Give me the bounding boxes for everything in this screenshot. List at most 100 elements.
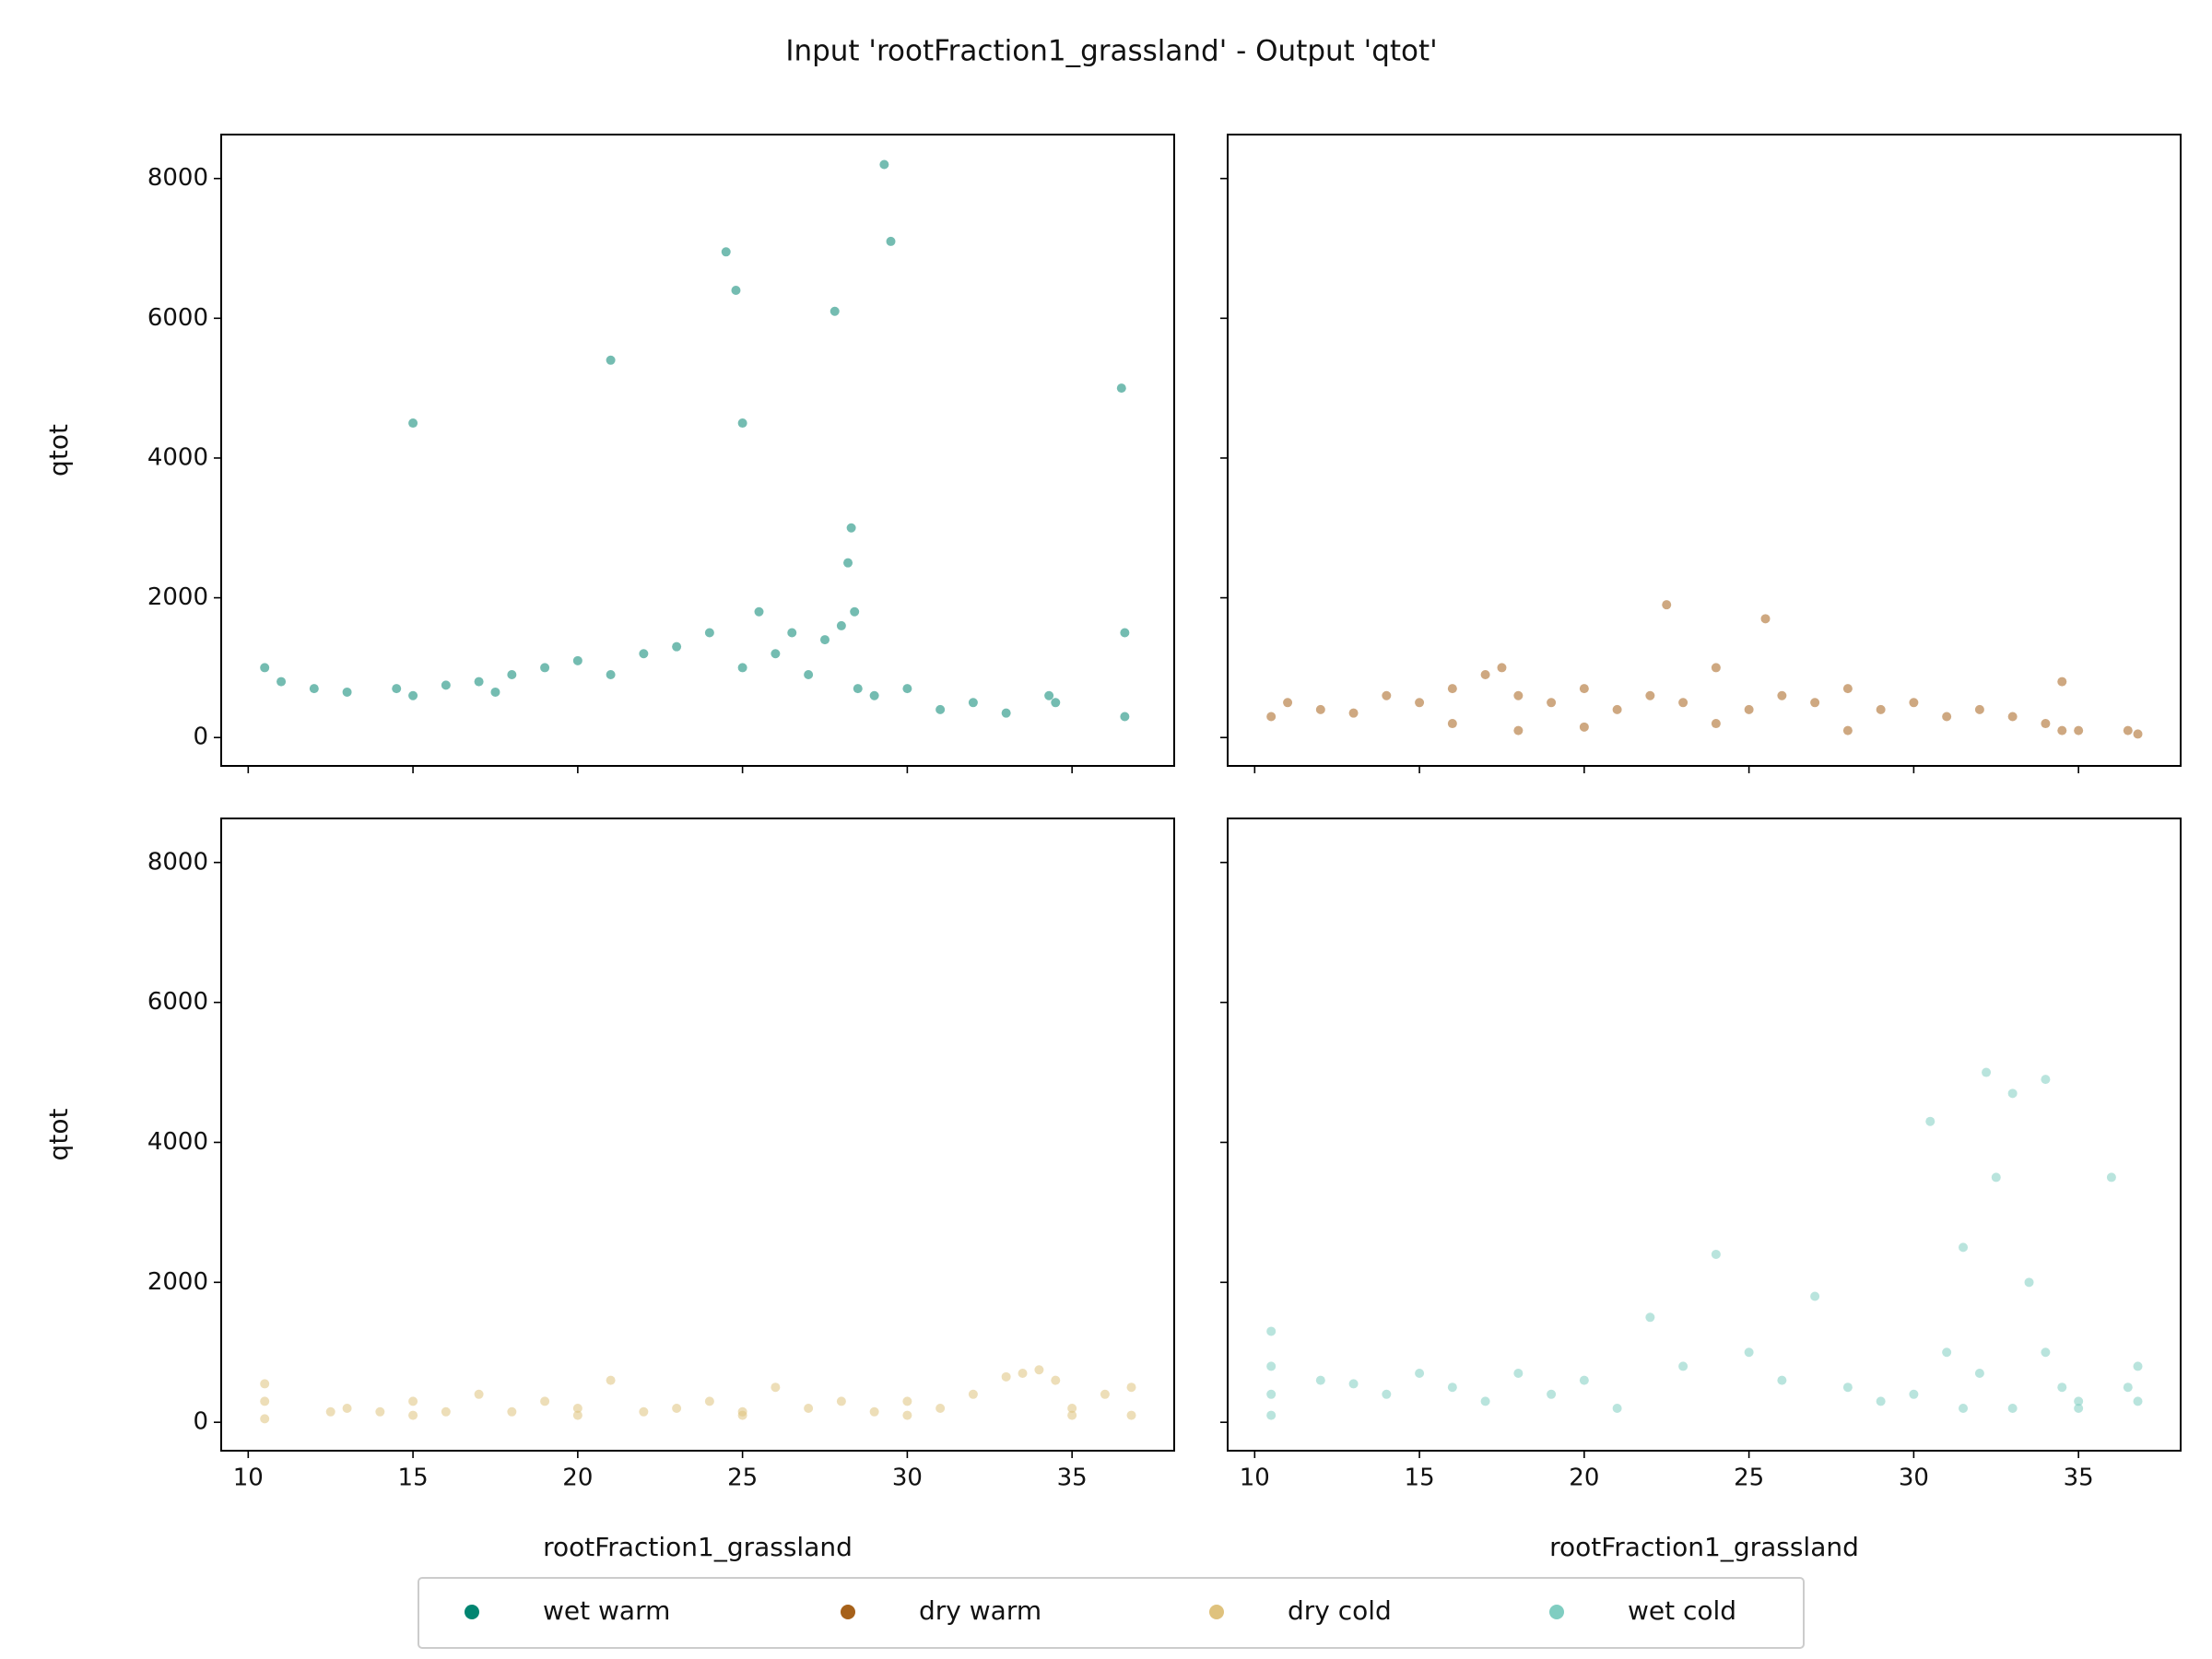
data-point — [1974, 1369, 1984, 1379]
data-point — [2057, 725, 2067, 735]
data-point — [672, 641, 682, 652]
data-point — [886, 236, 896, 246]
data-point — [846, 523, 856, 533]
data-point — [771, 649, 781, 659]
data-point — [507, 1406, 517, 1417]
data-point — [1120, 628, 1130, 638]
data-point — [1348, 1379, 1359, 1389]
legend-label: dry cold — [1288, 1595, 1392, 1626]
data-point — [2133, 1396, 2143, 1406]
data-point — [1497, 663, 1507, 673]
data-point — [1711, 1249, 1721, 1259]
data-point — [1051, 698, 1061, 708]
y-tick-label: 6000 — [147, 988, 208, 1016]
data-point — [1876, 1396, 1886, 1406]
data-point — [737, 1410, 747, 1420]
data-point — [1711, 719, 1721, 729]
data-point — [2007, 712, 2018, 722]
data-point — [2123, 725, 2133, 735]
data-point — [836, 1396, 846, 1406]
data-point — [672, 1403, 682, 1413]
axes-frame — [220, 818, 1175, 1452]
data-point — [1266, 1389, 1277, 1399]
data-point — [2074, 1403, 2084, 1413]
data-point — [342, 687, 352, 697]
x-tick-label: 15 — [1405, 1465, 1435, 1492]
data-point — [721, 247, 731, 257]
data-point — [507, 669, 517, 679]
data-point — [879, 159, 889, 170]
data-point — [2041, 1075, 2051, 1085]
x-tick-label: 25 — [1734, 1465, 1764, 1492]
data-point — [441, 1406, 451, 1417]
data-point — [1034, 1365, 1044, 1375]
data-point — [968, 698, 978, 708]
data-point — [1842, 725, 1853, 735]
data-point — [737, 663, 747, 673]
x-tick-label: 15 — [398, 1465, 429, 1492]
data-point — [2057, 677, 2067, 687]
y-tick-label: 4000 — [147, 443, 208, 471]
legend-label: dry warm — [919, 1595, 1041, 1626]
y-tick-label: 0 — [193, 1408, 208, 1436]
data-point — [869, 690, 879, 700]
data-point — [853, 684, 863, 694]
data-point — [804, 669, 814, 679]
data-point — [1513, 1369, 1524, 1379]
y-tick-label: 4000 — [147, 1128, 208, 1156]
data-point — [820, 635, 830, 645]
legend-marker — [1209, 1605, 1224, 1619]
data-point — [968, 1389, 978, 1399]
data-point — [325, 1406, 335, 1417]
data-point — [1547, 1389, 1557, 1399]
data-point — [260, 663, 270, 673]
data-point — [1777, 690, 1787, 700]
data-point — [375, 1406, 385, 1417]
data-point — [474, 677, 484, 687]
legend-marker — [465, 1605, 479, 1619]
data-point — [1662, 600, 1672, 610]
data-point — [392, 684, 402, 694]
data-point — [902, 1396, 912, 1406]
y-tick-label: 8000 — [147, 848, 208, 876]
y-tick-label: 0 — [193, 724, 208, 751]
data-point — [1051, 1375, 1061, 1385]
axes-frame — [1227, 818, 2182, 1452]
data-point — [1126, 1410, 1136, 1420]
x-tick-label: 20 — [1569, 1465, 1599, 1492]
y-tick-label: 8000 — [147, 164, 208, 192]
data-point — [2074, 1396, 2084, 1406]
data-point — [754, 606, 764, 617]
data-point — [2007, 1088, 2018, 1099]
data-point — [276, 677, 287, 687]
data-point — [902, 1410, 912, 1420]
y-tick-label: 6000 — [147, 304, 208, 332]
data-point — [639, 1406, 649, 1417]
data-point — [474, 1389, 484, 1399]
data-point — [771, 1382, 781, 1393]
legend-label: wet cold — [1628, 1595, 1736, 1626]
data-point — [1266, 1361, 1277, 1371]
data-point — [1315, 704, 1325, 714]
data-point — [1959, 1242, 1969, 1253]
data-point — [1067, 1410, 1077, 1420]
data-point — [836, 620, 846, 630]
data-point — [260, 1396, 270, 1406]
data-point — [1001, 1371, 1011, 1382]
data-point — [1842, 684, 1853, 694]
data-point — [1579, 684, 1589, 694]
data-point — [606, 669, 616, 679]
data-point — [639, 649, 649, 659]
y-axis-label: qtot — [43, 1109, 74, 1161]
data-point — [1744, 704, 1754, 714]
data-point — [2133, 1361, 2143, 1371]
axes-frame — [1227, 134, 2182, 767]
legend-marker — [841, 1605, 855, 1619]
x-tick-label: 10 — [233, 1465, 264, 1492]
data-point — [1447, 1382, 1457, 1393]
data-point — [731, 285, 741, 295]
x-tick-label: 30 — [1899, 1465, 1929, 1492]
data-point — [1513, 725, 1524, 735]
data-point — [260, 1414, 270, 1424]
